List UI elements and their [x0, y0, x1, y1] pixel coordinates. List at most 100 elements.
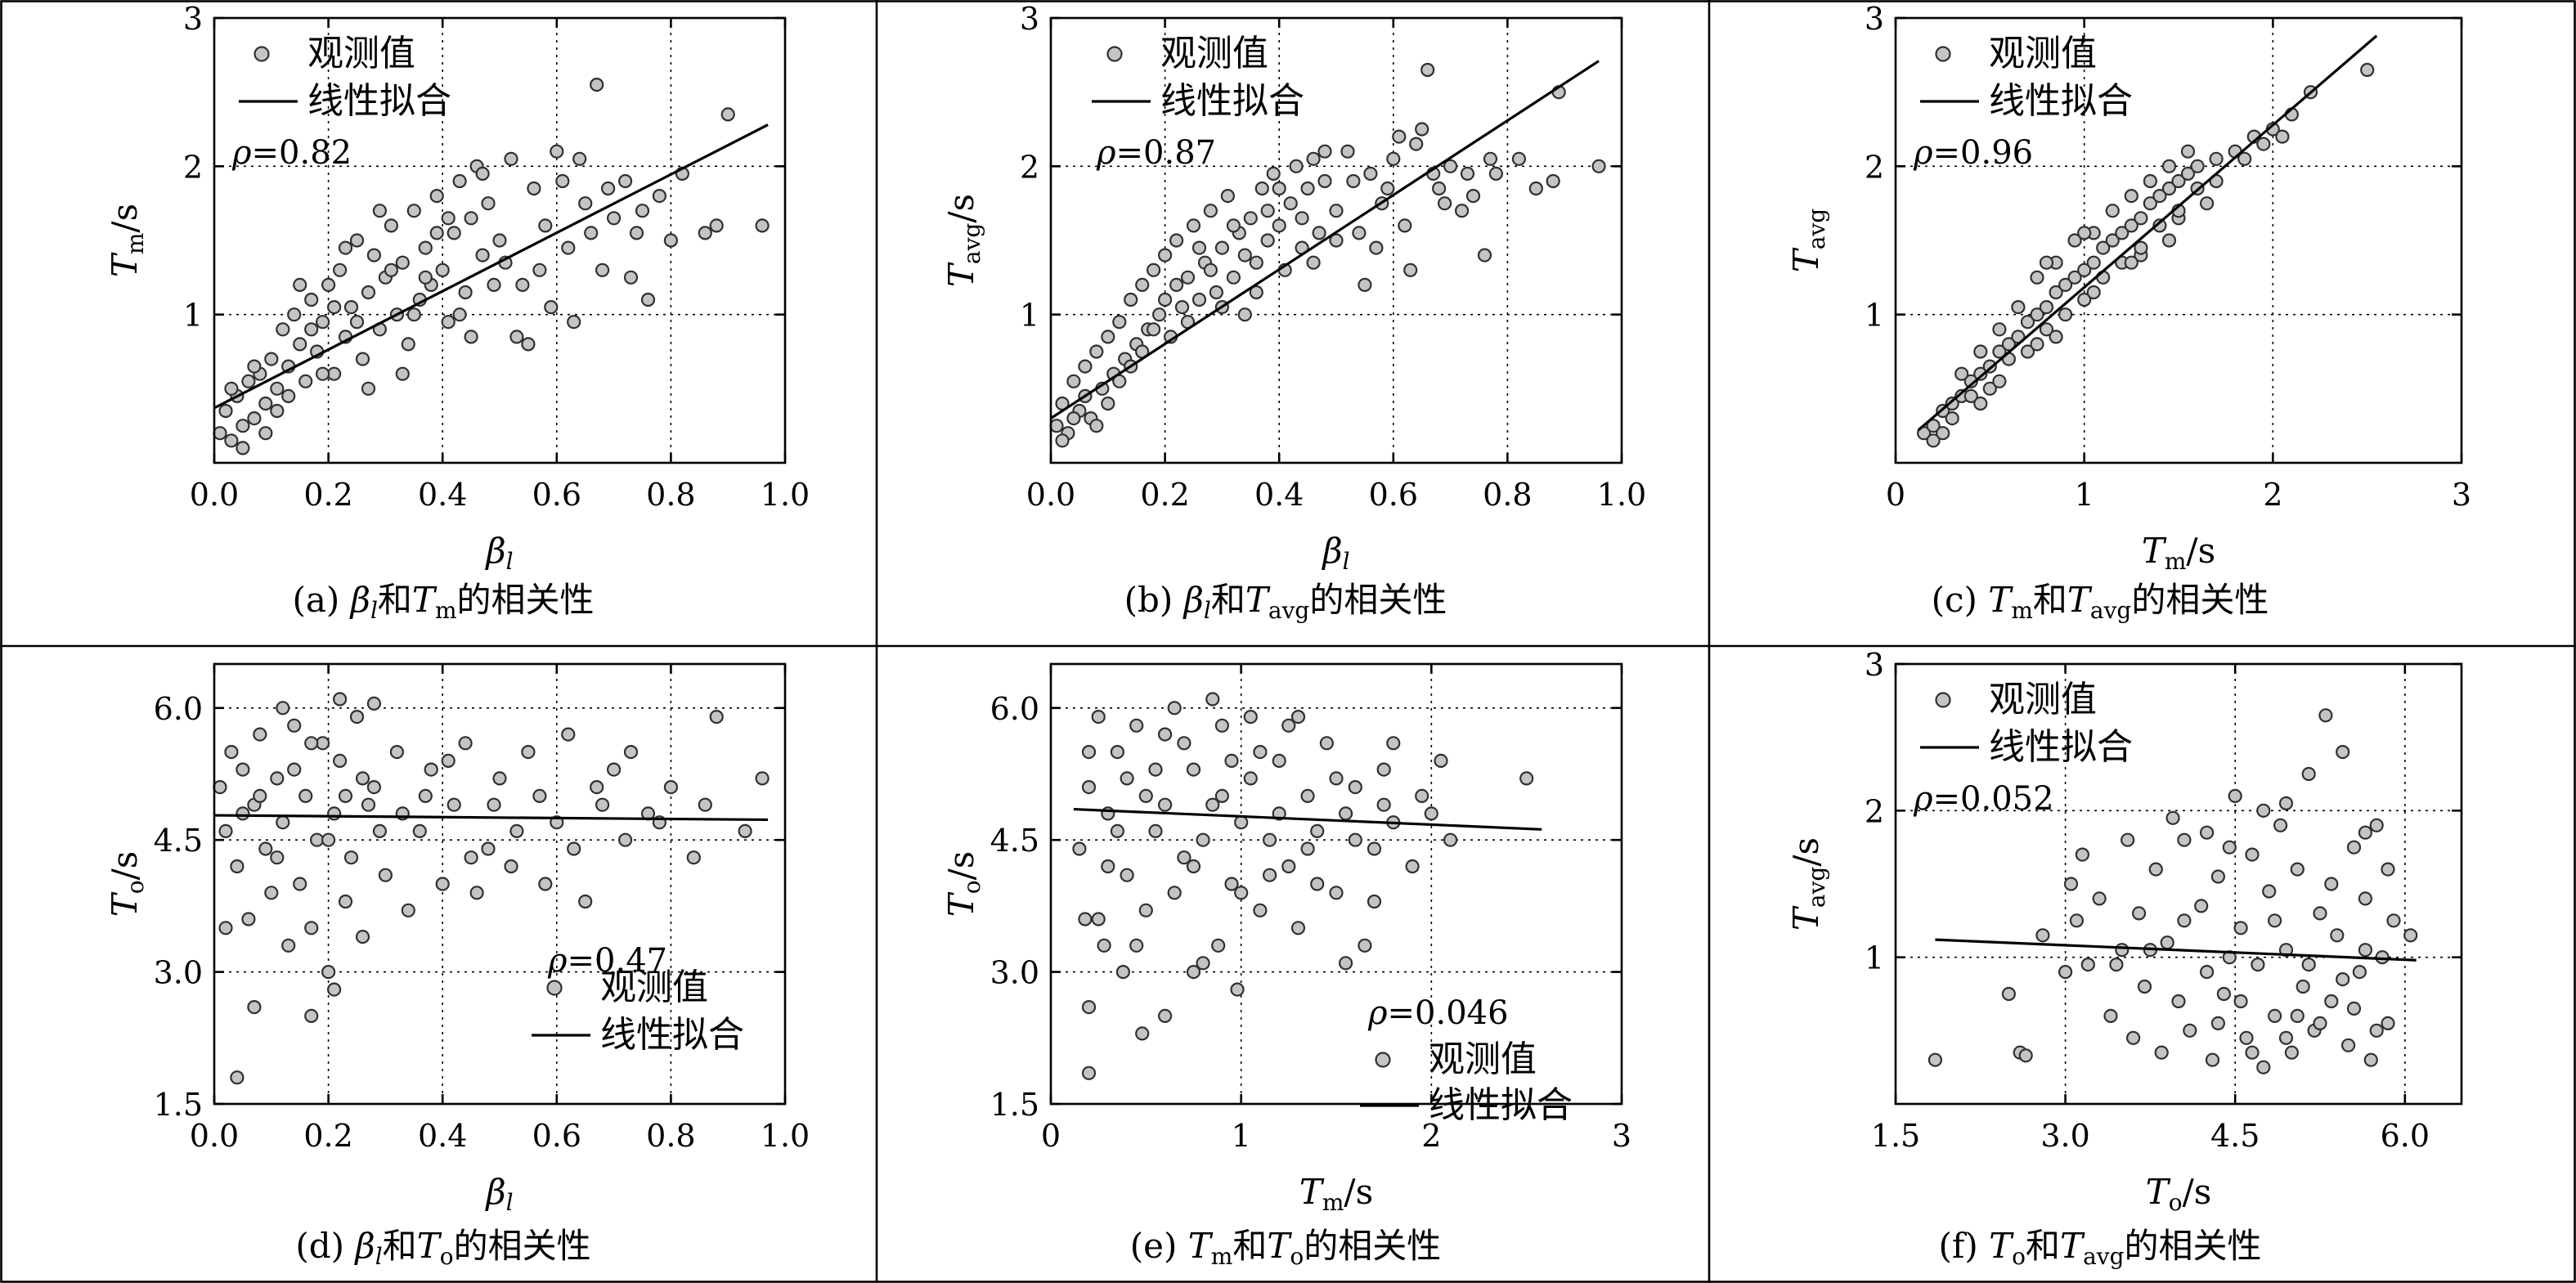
data-point — [247, 411, 262, 426]
x-tick-label: 0 — [1041, 1118, 1061, 1154]
data-point — [2278, 943, 2294, 958]
data-point — [435, 877, 450, 891]
legend-label-observed: 观测值 — [1429, 1039, 1537, 1080]
data-point — [2039, 255, 2054, 270]
data-point — [698, 797, 712, 812]
data-point — [1243, 709, 1258, 724]
data-point — [406, 307, 421, 322]
data-point — [1454, 204, 1470, 218]
caption-joiner: 和 — [383, 1226, 417, 1266]
data-point — [2324, 994, 2339, 1009]
y-tick-label: 3 — [1865, 1, 1884, 37]
data-point — [1089, 419, 1104, 433]
data-point — [606, 762, 622, 777]
data-point — [1157, 1008, 1173, 1024]
data-point — [2161, 181, 2177, 196]
data-point — [1272, 218, 1286, 233]
data-point — [236, 419, 250, 433]
chart-panel-d: 0.0 0.2 0.4 0.6 0.8 1.01.53.04.56.0βlTo/s观测值线… — [105, 662, 810, 1270]
data-point — [709, 709, 724, 724]
axis-symbol: T — [2142, 531, 2167, 571]
data-point — [2137, 979, 2152, 994]
fit-line — [1050, 60, 1600, 419]
data-point — [1224, 753, 1239, 769]
data-point — [412, 823, 427, 839]
y-tick-label: 1.5 — [990, 1087, 1039, 1123]
data-point — [1310, 877, 1325, 891]
data-point — [1196, 832, 1210, 847]
data-point — [447, 226, 461, 240]
data-point — [1266, 166, 1281, 181]
rho-value: =0.87 — [1116, 134, 1217, 172]
data-point — [349, 709, 365, 724]
caption-joiner: 和 — [1211, 580, 1245, 620]
data-point — [1249, 285, 1263, 300]
data-point — [1167, 701, 1182, 716]
correlation-label: ρ=0.87 — [1096, 134, 1216, 172]
data-point — [578, 894, 593, 909]
data-point — [1272, 753, 1286, 769]
data-point — [1110, 744, 1125, 760]
data-point — [1346, 173, 1361, 189]
rho-value: =0.052 — [1933, 780, 2054, 818]
y-tick-label: 3 — [183, 1, 203, 37]
axis-subscript: m — [122, 233, 149, 255]
data-point — [1386, 736, 1401, 751]
data-point — [572, 151, 587, 166]
fit-line — [213, 123, 769, 410]
caption-subscript: m — [1211, 1243, 1233, 1270]
data-point — [2134, 240, 2148, 255]
rho-value: =0.82 — [252, 134, 352, 172]
data-point — [487, 277, 501, 292]
x-axis-label: βl — [484, 1172, 513, 1216]
data-point — [584, 226, 599, 240]
data-point — [1272, 181, 1286, 196]
data-point — [2275, 129, 2290, 144]
data-point — [1157, 797, 1173, 812]
data-point — [2058, 964, 2073, 980]
data-point — [429, 226, 444, 240]
y-axis-label: To/s — [941, 851, 985, 917]
plot-frame — [1894, 662, 2463, 1106]
caption-subscript: o — [2012, 1243, 2026, 1270]
data-point — [366, 696, 381, 711]
data-point — [2313, 906, 2327, 921]
data-point — [327, 366, 342, 381]
axis-subscript: l — [506, 548, 514, 575]
data-point — [1290, 709, 1306, 724]
data-point — [561, 240, 576, 255]
data-point — [2030, 307, 2044, 322]
legend-label-fit: 线性拟合 — [307, 80, 451, 122]
data-point — [258, 396, 273, 411]
data-point — [1157, 248, 1173, 262]
data-point — [1186, 859, 1201, 874]
legend-label-observed: 观测值 — [1989, 33, 2097, 74]
data-point — [343, 300, 359, 315]
axis-unit: /s — [941, 194, 981, 223]
data-point — [2194, 899, 2209, 913]
caption-symbol: T — [1267, 1226, 1292, 1266]
data-point — [532, 262, 547, 277]
data-point — [2058, 277, 2073, 292]
data-point — [1186, 218, 1201, 233]
data-point — [492, 771, 507, 786]
data-point — [698, 226, 712, 240]
data-point — [355, 771, 370, 786]
data-point — [264, 886, 279, 900]
axis-subscript: o — [122, 880, 149, 894]
data-point — [1220, 189, 1236, 204]
data-point — [2109, 957, 2124, 972]
y-tick-label: 3 — [1865, 647, 1884, 683]
data-point — [2120, 832, 2135, 847]
data-point — [406, 204, 421, 218]
caption-symbol: T — [1988, 580, 2013, 620]
data-point — [2011, 300, 2026, 315]
data-point — [264, 352, 279, 366]
data-point — [1214, 240, 1230, 255]
data-point — [429, 189, 444, 204]
caption-symbol: T — [417, 1226, 442, 1266]
data-point — [481, 841, 496, 856]
axis-unit: /s — [1344, 1172, 1373, 1212]
data-point — [2358, 943, 2372, 958]
